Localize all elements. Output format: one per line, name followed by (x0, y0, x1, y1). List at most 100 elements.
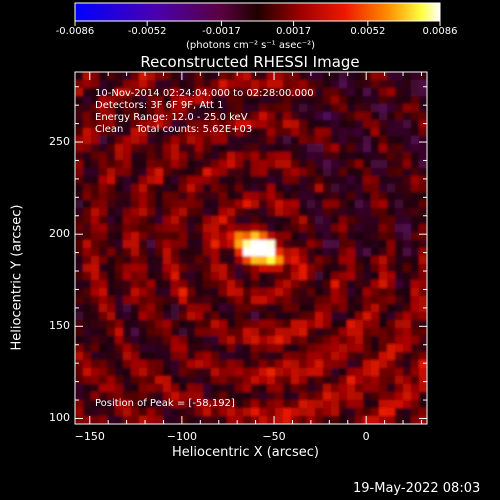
heatmap-cell (203, 216, 212, 225)
heatmap-cell (339, 304, 348, 313)
heatmap-cell (99, 264, 108, 273)
heatmap-cell (163, 80, 172, 89)
heatmap-cell (267, 72, 276, 81)
heatmap-cell (203, 200, 212, 209)
heatmap-cell (163, 392, 172, 401)
heatmap-cell (147, 152, 156, 161)
heatmap-cell (227, 320, 236, 329)
heatmap-cell (395, 360, 404, 369)
heatmap-cell (83, 344, 92, 353)
heatmap-cell (299, 352, 308, 361)
heatmap-cell (131, 328, 140, 337)
heatmap-cell (259, 376, 268, 385)
heatmap-cell (83, 184, 92, 193)
heatmap-cell (163, 152, 172, 161)
heatmap-cell (411, 264, 420, 273)
heatmap-cell (419, 128, 427, 137)
heatmap-cell (403, 328, 412, 337)
heatmap-cell (99, 400, 108, 409)
heatmap-cell (75, 328, 84, 337)
heatmap-cell (323, 360, 332, 369)
heatmap-cell (195, 136, 204, 145)
heatmap-cell (115, 288, 124, 297)
heatmap-cell (115, 96, 124, 105)
heatmap-cell (107, 200, 116, 209)
heatmap-cell (291, 240, 300, 249)
heatmap-cell (411, 296, 420, 305)
heatmap-cell (403, 168, 412, 177)
heatmap-cell (83, 288, 92, 297)
heatmap-cell (123, 200, 132, 209)
heatmap-cell (83, 416, 92, 424)
heatmap-cell (347, 80, 356, 89)
heatmap-cell (219, 184, 228, 193)
heatmap-cell (307, 120, 316, 129)
heatmap-cell (331, 288, 340, 297)
heatmap-cell (179, 184, 188, 193)
heatmap-cell (267, 176, 276, 185)
heatmap-cell (211, 296, 220, 305)
heatmap-cell (387, 144, 396, 153)
heatmap-cell (307, 224, 316, 233)
heatmap-cell (235, 72, 244, 81)
heatmap-cell (347, 72, 356, 81)
heatmap-cell (411, 272, 420, 281)
heatmap-cell (195, 400, 204, 409)
heatmap-cell (379, 200, 388, 209)
heatmap-cell (155, 120, 164, 129)
heatmap-cell (123, 208, 132, 217)
heatmap-cell (347, 368, 356, 377)
heatmap-cell (299, 208, 308, 217)
heatmap-cell (395, 120, 404, 129)
heatmap-cell (411, 200, 420, 209)
heatmap-cell (91, 280, 100, 289)
heatmap-cell (123, 320, 132, 329)
heatmap-cell (323, 344, 332, 353)
heatmap-cell (107, 232, 116, 241)
heatmap-cell (115, 304, 124, 313)
heatmap-cell (339, 192, 348, 201)
heatmap-cell (235, 112, 244, 121)
heatmap-cell (171, 272, 180, 281)
heatmap-cell (387, 304, 396, 313)
heatmap-cell (403, 96, 412, 105)
heatmap-cell (283, 296, 292, 305)
heatmap-cell (107, 256, 116, 265)
heatmap-cell (243, 328, 252, 337)
heatmap-cell (227, 328, 236, 337)
heatmap-cell (83, 368, 92, 377)
heatmap-cell (275, 304, 284, 313)
heatmap-cell (83, 256, 92, 265)
peak-position-label: Position of Peak = [-58,192] (95, 398, 235, 409)
heatmap-cell (307, 296, 316, 305)
heatmap-cell (107, 336, 116, 345)
heatmap-cell (307, 320, 316, 329)
heatmap-cell (251, 304, 260, 313)
heatmap-cell (291, 264, 300, 273)
heatmap-cell (275, 88, 284, 97)
heatmap-cell (147, 120, 156, 129)
heatmap-cell (75, 136, 84, 145)
heatmap-cell (283, 192, 292, 201)
heatmap-cell (131, 312, 140, 321)
heatmap-cell (387, 232, 396, 241)
heatmap-cell (219, 344, 228, 353)
heatmap-cell (371, 352, 380, 361)
heatmap-cell (243, 368, 252, 377)
heatmap-cell (179, 232, 188, 241)
heatmap-cell (331, 336, 340, 345)
heatmap-cell (259, 416, 268, 424)
heatmap-cell (331, 272, 340, 281)
heatmap-cell (387, 272, 396, 281)
heatmap-cell (155, 160, 164, 169)
heatmap-cell (187, 368, 196, 377)
heatmap-cell (275, 416, 284, 424)
heatmap-cell (331, 184, 340, 193)
heatmap-cell (403, 208, 412, 217)
heatmap-cell (307, 216, 316, 225)
heatmap-cell (331, 88, 340, 97)
heatmap-cell (123, 304, 132, 313)
heatmap-cell (419, 192, 427, 201)
heatmap-cell (403, 192, 412, 201)
heatmap-cell (339, 328, 348, 337)
